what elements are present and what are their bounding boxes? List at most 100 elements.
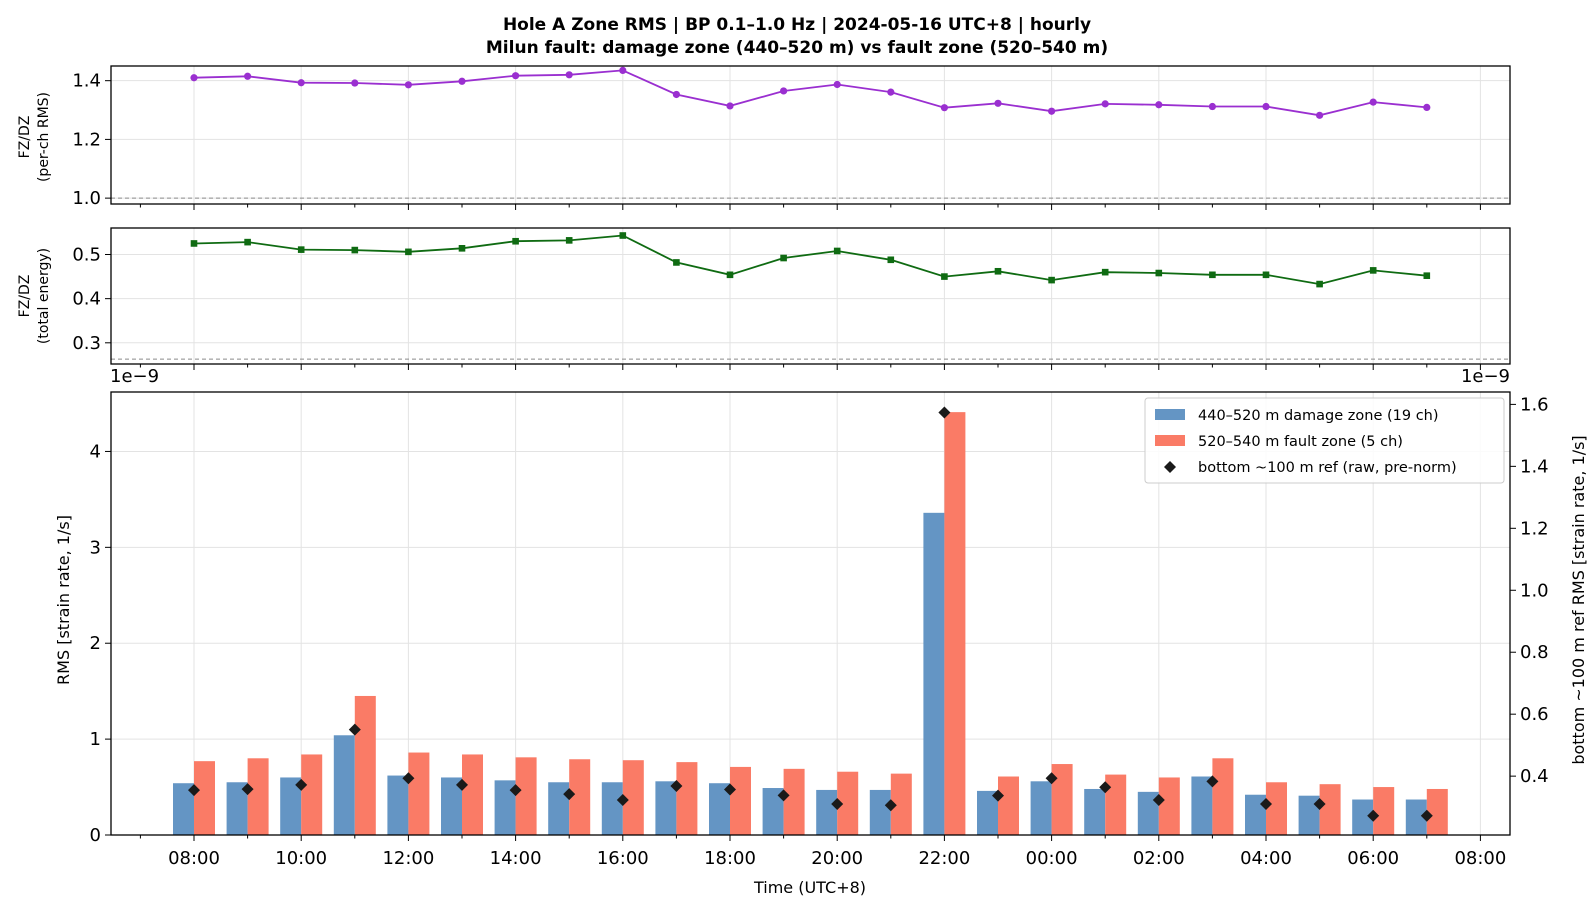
ratio-energy-point	[887, 256, 895, 264]
ratio-rms-point	[887, 88, 895, 96]
ratio-energy-point	[833, 247, 841, 255]
fault-zone-bar	[354, 695, 376, 835]
ratio-energy-point	[1101, 268, 1109, 276]
x-tick-label: 22:00	[918, 848, 970, 869]
damage-zone-bar	[977, 790, 998, 835]
y-tick-label-right: 1.0	[1520, 580, 1549, 601]
ratio-energy-point	[512, 237, 519, 245]
reference-marker	[1099, 781, 1112, 794]
bar-xlabel: Time (UTC+8)	[753, 878, 866, 897]
ratio-energy-line	[193, 234, 1427, 286]
x-tick-label: 20:00	[811, 848, 863, 869]
ratio-energy-point	[941, 273, 948, 280]
ratio-rms-point	[351, 79, 359, 87]
reference-marker	[616, 793, 629, 806]
ratio-rms-point	[244, 72, 252, 80]
damage-zone-bar	[816, 789, 838, 835]
y-tick-label: 1.2	[72, 129, 101, 150]
ratio-energy-point	[1369, 267, 1377, 274]
ratio-rms-point	[565, 71, 573, 79]
ratio-rms-point	[1155, 101, 1163, 109]
bar-ylabel-right: bottom ~100 m ref RMS [strain rate, 1/s]	[1569, 435, 1588, 764]
reference-marker	[1045, 772, 1058, 785]
ratio-energy-ylabel-line1: FZ/DZ	[17, 275, 33, 318]
ratio-rms-point	[726, 102, 734, 110]
ratio-rms-point	[940, 104, 949, 112]
ratio-rms-point	[190, 74, 198, 82]
ratio-rms-ylabel-line2: (per-ch RMS)	[36, 92, 52, 182]
damage-zone-bar	[1245, 794, 1266, 835]
fault-zone-bar	[890, 773, 912, 835]
fault-zone-bar	[998, 776, 1019, 835]
chart-title-line1: Hole A Zone RMS | BP 0.1–1.0 Hz | 2024-0…	[503, 15, 1091, 35]
x-tick-label: 00:00	[1026, 848, 1078, 869]
damage-zone-bar	[923, 512, 945, 835]
reference-marker	[1420, 809, 1433, 822]
ratio-rms-point	[994, 99, 1002, 107]
damage-zone-bar	[869, 789, 891, 835]
scale-note-left: 1e−9	[110, 366, 159, 387]
y-tick-label-right: 1.4	[1520, 456, 1549, 477]
damage-zone-bar	[387, 775, 409, 835]
fault-zone-bar	[944, 412, 966, 835]
bar-panel-frame	[110, 391, 1511, 836]
ratio-energy-panel: 0.3 0.4 0.5	[72, 227, 1511, 370]
y-tick-label-right: 0.6	[1520, 704, 1549, 725]
reference-marker	[831, 798, 844, 811]
damage-zone-bar	[173, 783, 194, 835]
bar-ylabel-left: RMS [strain rate, 1/s]	[54, 515, 73, 685]
ratio-rms-point	[780, 87, 788, 95]
zone-rms-bar-panel: 0 1 2 3 4 0.4 0.6 0.8 1.0 1.2 1.4 1.6 08:00 10:00 12:0…	[90, 391, 1549, 869]
damage-zone-bar	[494, 780, 516, 835]
legend-reference-label: bottom ~100 m ref (raw, pre-norm)	[1198, 460, 1457, 476]
y-tick-label: 1	[90, 729, 101, 750]
reference-marker	[1313, 798, 1326, 811]
ratio-energy-point	[351, 246, 359, 254]
y-tick-label: 0	[90, 825, 101, 846]
ratio-energy-ylabel-line2: (total energy)	[36, 248, 52, 344]
reference-marker	[402, 772, 415, 785]
reference-marker	[724, 783, 736, 796]
reference-marker	[1367, 809, 1380, 822]
ratio-rms-point	[672, 90, 681, 99]
x-tick-label: 18:00	[704, 848, 756, 869]
fault-zone-bar	[1319, 784, 1341, 835]
ratio-rms-line	[193, 69, 1427, 117]
reference-marker	[1152, 793, 1165, 806]
fault-zone-bar	[1373, 787, 1395, 835]
damage-zone-bar	[441, 777, 462, 835]
damage-zone-bar	[1352, 799, 1374, 835]
y-tick-label-right: 0.4	[1520, 766, 1549, 787]
y-tick-label: 1.0	[72, 188, 101, 209]
ratio-rms-point	[404, 81, 412, 89]
legend-reference-swatch	[1164, 461, 1176, 473]
reference-marker	[295, 778, 308, 791]
fault-zone-bar	[1158, 777, 1180, 835]
fault-zone-bar	[1212, 758, 1234, 835]
ratio-energy-point	[780, 254, 787, 262]
fault-zone-bar	[783, 768, 805, 835]
reference-marker	[348, 723, 361, 736]
ratio-energy-point	[458, 245, 466, 252]
ratio-rms-point	[1101, 100, 1109, 108]
damage-zone-bar	[1030, 781, 1052, 835]
damage-zone-bar	[1084, 788, 1106, 835]
ratio-rms-panel: 1.0 1.2 1.4	[72, 65, 1511, 210]
ratio-energy-point	[673, 259, 680, 266]
fault-zone-bar	[1051, 764, 1073, 835]
x-tick-label: 10:00	[275, 848, 327, 869]
ratio-energy-point	[190, 240, 198, 247]
damage-zone-bar	[762, 788, 784, 835]
legend-fault-label: 520–540 m fault zone (5 ch)	[1198, 434, 1403, 450]
fault-zone-bar	[1266, 782, 1287, 835]
damage-zone-bar	[709, 783, 730, 835]
ratio-energy-point	[565, 237, 573, 244]
ratio-rms-point	[1262, 102, 1270, 111]
fault-zone-bar	[247, 758, 269, 835]
damage-zone-bar	[1137, 791, 1159, 835]
ratio-rms-point	[1316, 111, 1324, 119]
ratio-rms-point	[1208, 102, 1216, 111]
x-tick-label: 16:00	[597, 848, 649, 869]
legend-damage-swatch	[1155, 409, 1185, 420]
